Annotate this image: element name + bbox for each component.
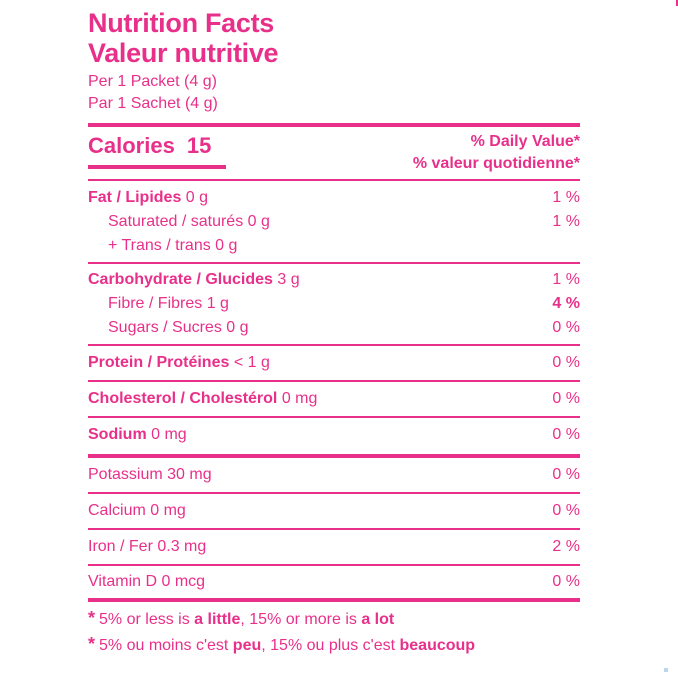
serving-en: Per 1 Packet (4 g) [88,73,217,90]
divider-thick [88,454,580,458]
footnote-text: , 15% or more is [240,611,362,628]
divider [88,528,580,530]
nutrient-row-trans: + Trans / trans 0 g [88,234,580,258]
cholesterol-pct: 0 % [552,390,580,407]
iron-label: Iron / Fer 0.3 mg [88,538,207,555]
sodium-amount: 0 mg [151,426,187,443]
daily-value-header: % Daily Value* % valeur quotidienne* [413,131,580,175]
daily-value-en: % Daily Value* [470,133,580,150]
carb-group: Carbohydrate / Glucides 3 g 1 % Fibre / … [88,264,580,344]
daily-value-fr: % valeur quotidienne* [412,155,580,172]
title-fr: Valeur nutritive [88,38,279,68]
footnote-text: 5% ou moins c'est [99,637,233,654]
nutrient-row-potassium: Potassium 30 mg 0 % [88,458,580,492]
divider [88,492,580,494]
carb-amount: 3 g [277,271,300,288]
cholesterol-label: Cholesterol / Cholestérol [88,390,278,407]
corner-dot [664,668,668,672]
footnote-emphasis: a little [194,611,241,628]
nutrient-row-sugars: Sugars / Sucres 0 g 0 % [88,316,580,340]
nutrient-row-fat: Fat / Lipides 0 g 1 % [88,186,580,210]
fat-amount: 0 g [185,189,209,206]
divider [88,179,580,181]
divider-thick [88,598,580,602]
footnote-emphasis: beaucoup [399,637,476,654]
footnote-text: 5% or less is [99,611,195,628]
calories: Calories 15 [88,133,211,159]
nutrient-row-carb: Carbohydrate / Glucides 3 g 1 % [88,268,580,292]
divider [88,416,580,418]
divider [88,380,580,382]
sodium-pct: 0 % [552,426,580,443]
protein-amount: < 1 g [233,354,270,371]
saturated-pct: 1 % [552,213,580,230]
saturated-label: Saturated / saturés 0 g [108,213,270,230]
corner-mark [676,0,678,6]
fibre-label: Fibre / Fibres 1 g [108,295,229,312]
calcium-pct: 0 % [552,502,580,519]
nutrient-row-protein: Protein / Protéines < 1 g 0 % [88,346,580,380]
serving-fr: Par 1 Sachet (4 g) [88,95,218,112]
title-en: Nutrition Facts [88,8,275,38]
calories-value: 15 [186,133,212,158]
sugars-label: Sugars / Sucres 0 g [108,319,249,336]
calories-label: Calories [88,133,175,158]
nutrition-facts-panel: Nutrition Facts Valeur nutritive Per 1 P… [88,8,580,658]
serving-size: Per 1 Packet (4 g) Par 1 Sachet (4 g) [88,71,580,115]
footnote-star: * [88,608,96,628]
divider [88,344,580,346]
divider-thick [88,123,580,127]
vitamin-d-label: Vitamin D 0 mcg [88,573,206,590]
fibre-pct: 4 % [552,295,580,312]
carb-label: Carbohydrate / Glucides [88,271,273,288]
footnote-emphasis: a lot [361,611,395,628]
footnote-text: , 15% ou plus c'est [261,637,400,654]
nutrient-row-fibre: Fibre / Fibres 1 g 4 % [88,292,580,316]
nutrient-row-calcium: Calcium 0 mg 0 % [88,494,580,528]
calcium-label: Calcium 0 mg [88,502,186,519]
divider [88,262,580,264]
sodium-label: Sodium [88,426,147,443]
trans-label: + Trans / trans 0 g [108,237,238,254]
vitamin-d-pct: 0 % [552,573,580,590]
nutrient-row-cholesterol: Cholesterol / Cholestérol 0 mg 0 % [88,382,580,416]
footnote-fr: * 5% ou moins c'est peu, 15% ou plus c'es… [88,632,580,658]
cholesterol-amount: 0 mg [281,390,318,407]
nutrient-row-vitamin-d: Vitamin D 0 mcg 0 % [88,566,580,598]
fat-group: Fat / Lipides 0 g 1 % Saturated / saturé… [88,181,580,262]
calories-block: Calories 15 % Daily Value* % valeur quoti… [88,127,580,179]
footnote-en: * 5% or less is a little, 15% or more is … [88,606,580,632]
fat-label: Fat / Lipides [88,189,182,206]
carb-pct: 1 % [552,271,580,288]
footnote: * 5% or less is a little, 15% or more is … [88,606,580,658]
potassium-pct: 0 % [552,466,580,483]
protein-pct: 0 % [552,354,580,371]
divider [88,564,580,566]
calories-underline [88,165,226,169]
fat-pct: 1 % [552,189,580,206]
iron-pct: 2 % [552,538,580,555]
protein-label: Protein / Protéines [88,354,230,371]
nutrient-row-sodium: Sodium 0 mg 0 % [88,418,580,452]
nutrient-row-saturated: Saturated / saturés 0 g 1 % [88,210,580,234]
footnote-star: * [88,634,96,654]
footnote-emphasis: peu [232,637,262,654]
nutrient-row-iron: Iron / Fer 0.3 mg 2 % [88,530,580,564]
sugars-pct: 0 % [552,319,580,336]
potassium-label: Potassium 30 mg [88,466,212,483]
